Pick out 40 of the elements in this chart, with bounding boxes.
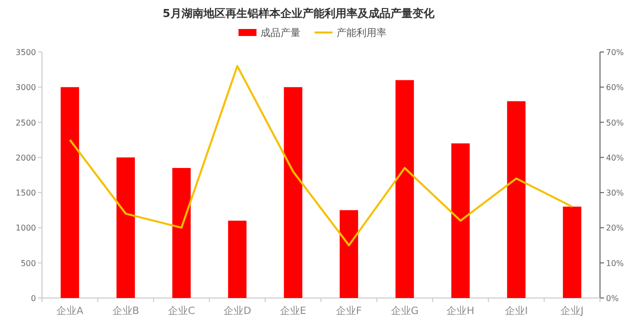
x-tick-label: 企业C: [168, 305, 196, 317]
y-tick-label: 1500: [16, 188, 36, 198]
bar: [507, 101, 526, 298]
bar: [284, 87, 302, 298]
bar: [116, 157, 135, 298]
bar: [172, 168, 191, 298]
y-tick-label: 500: [20, 258, 36, 268]
x-tick-label: 企业H: [446, 305, 474, 317]
y2-tick-label: 60%: [606, 83, 624, 92]
x-tick-label: 企业J: [560, 305, 584, 317]
y2-tick-label: 10%: [606, 258, 624, 268]
y2-tick-label: 0%: [606, 294, 620, 303]
bar: [60, 87, 80, 298]
line-series: [68, 65, 574, 246]
y-tick-label: 1000: [16, 224, 36, 233]
legend-label: 产能利用率: [336, 27, 386, 39]
x-tick-label: 企业G: [390, 305, 419, 317]
y-tick-label: 3000: [16, 83, 36, 92]
y2-tick-label: 30%: [606, 188, 624, 198]
bar: [562, 206, 582, 298]
x-tick-label: 企业D: [223, 305, 252, 317]
y-tick-label: 3500: [16, 48, 36, 57]
x-tick-label: 企业E: [280, 305, 306, 317]
bar: [228, 220, 247, 298]
y-tick-label: 0: [30, 294, 36, 303]
y2-tick-label: 70%: [606, 48, 624, 57]
legend-label: 成品产量: [260, 27, 300, 39]
chart-title: 5月湖南地区再生铝样本企业产能利用率及成品产量变化: [162, 7, 436, 20]
x-tick-label: 企业F: [336, 305, 362, 317]
y2-tick-label: 40%: [606, 153, 624, 162]
y-tick-label: 2000: [16, 153, 36, 162]
x-tick-label: 企业A: [56, 305, 84, 317]
bar: [451, 143, 470, 298]
bar: [340, 210, 358, 298]
y-tick-label: 2500: [16, 118, 36, 128]
bar: [395, 80, 414, 298]
x-tick-label: 企业B: [112, 305, 140, 317]
x-tick-label: 企业I: [504, 305, 528, 317]
y2-tick-label: 20%: [606, 224, 624, 233]
y2-tick-label: 50%: [606, 118, 624, 128]
